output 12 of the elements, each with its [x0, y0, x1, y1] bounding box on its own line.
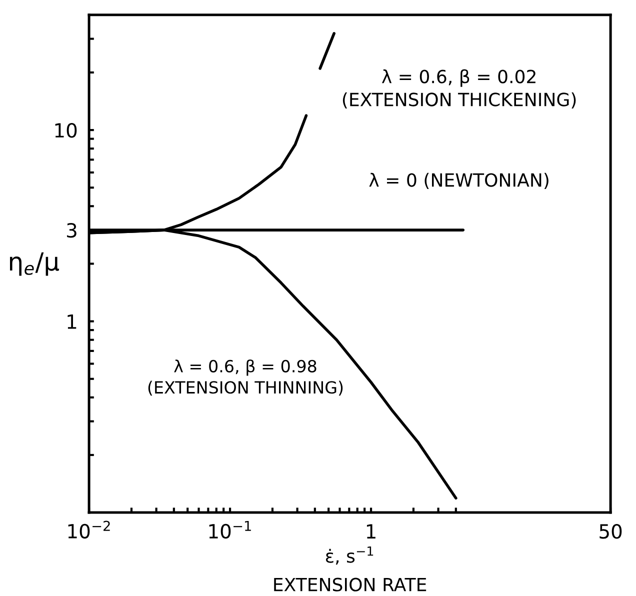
y-tick-label: 3 [67, 223, 76, 238]
x-tick-label: 1 [366, 524, 376, 538]
y-tick-label: 1 [68, 314, 76, 329]
x-tick-label: 10$^{−2}$ [68, 520, 110, 539]
annotation: λ = 0.6, β = 0.98 (EXTENSION THINNING) [148, 359, 343, 396]
x-tick-label: 50 [600, 524, 622, 539]
x-tick-label: 10$^{−1}$ [209, 520, 251, 539]
annotation: λ = 0.6, β = 0.02 (EXTENSION THICKENING) [342, 69, 576, 108]
y-tick-label: 10 [55, 123, 77, 138]
text: ε̇, s$^{−1}$ EXTENSION RATE [274, 546, 426, 592]
annotation: λ = 0 (NEWTONIAN) [369, 172, 548, 189]
y-axis-title: η$_{e}$/μ [10, 252, 59, 276]
